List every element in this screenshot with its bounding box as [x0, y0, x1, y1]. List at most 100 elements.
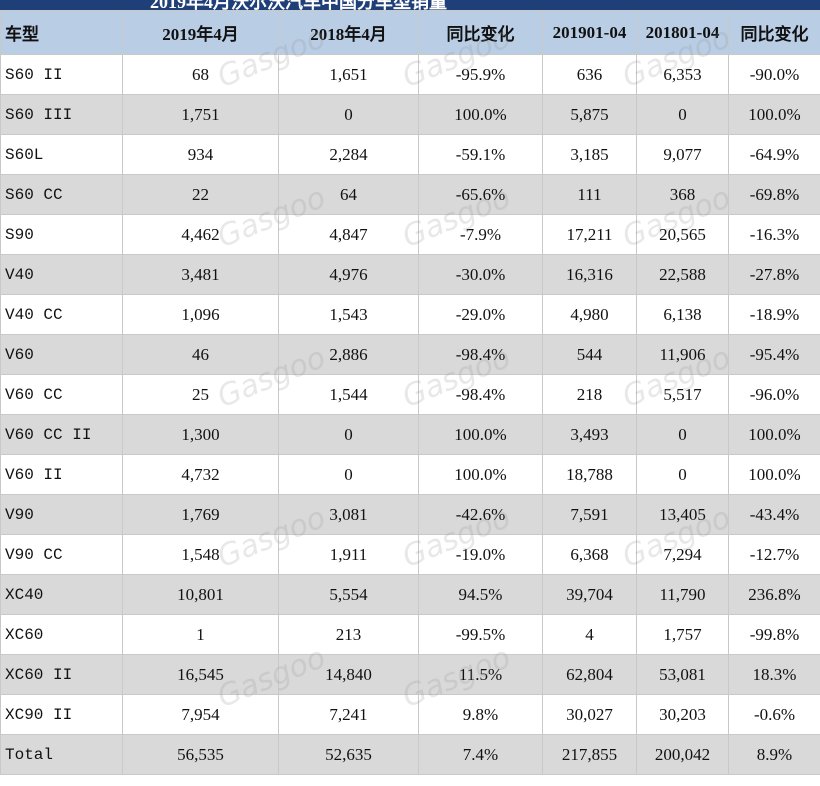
table-row: S60 II 68 1,651 -95.9% 636 6,353 -90.0%: [0, 54, 820, 95]
value-cell: 4,462: [122, 214, 279, 255]
value-cell: -69.8%: [728, 174, 820, 215]
value-cell: 0: [636, 94, 729, 135]
value-cell: 0: [636, 414, 729, 455]
table-row: XC60 1 213 -99.5% 4 1,757 -99.8%: [0, 614, 820, 655]
column-header: 同比变化: [418, 10, 543, 55]
column-header: 2019年4月: [122, 10, 279, 55]
value-cell: 6,368: [542, 534, 637, 575]
value-cell: 0: [636, 454, 729, 495]
total-row: Total 56,535 52,635 7.4% 217,855 200,042 8.9%: [0, 734, 820, 775]
value-cell: 1,548: [122, 534, 279, 575]
value-cell: 4,732: [122, 454, 279, 495]
sales-table: 车型 2019年4月 2018年4月 同比变化 201901-04 201801-04 同比…: [0, 10, 820, 775]
model-cell: S60L: [0, 134, 123, 175]
column-header: 同比变化: [728, 10, 820, 55]
value-cell: 5,875: [542, 94, 637, 135]
column-header: 201801-04: [636, 10, 729, 55]
table-row: V60 46 2,886 -98.4% 544 11,906 -95.4%: [0, 334, 820, 375]
value-cell: -90.0%: [728, 54, 820, 95]
table-row: S60 CC 22 64 -65.6% 111 368 -69.8%: [0, 174, 820, 215]
value-cell: -95.9%: [418, 54, 543, 95]
model-cell: V60: [0, 334, 123, 375]
value-cell: 10,801: [122, 574, 279, 615]
value-cell: 636: [542, 54, 637, 95]
table-row: V60 II 4,732 0 100.0% 18,788 0 100.0%: [0, 454, 820, 495]
value-cell: 1,096: [122, 294, 279, 335]
value-cell: 64: [278, 174, 419, 215]
table-row: V90 1,769 3,081 -42.6% 7,591 13,405 -43.4%: [0, 494, 820, 535]
value-cell: -27.8%: [728, 254, 820, 295]
value-cell: 217,855: [542, 734, 637, 775]
value-cell: 3,481: [122, 254, 279, 295]
value-cell: 1,544: [278, 374, 419, 415]
model-cell: XC40: [0, 574, 123, 615]
table-row: XC40 10,801 5,554 94.5% 39,704 11,790 236.8%: [0, 574, 820, 615]
model-cell: XC90 II: [0, 694, 123, 735]
value-cell: -30.0%: [418, 254, 543, 295]
value-cell: 52,635: [278, 734, 419, 775]
value-cell: 9.8%: [418, 694, 543, 735]
value-cell: 3,185: [542, 134, 637, 175]
model-cell: V40: [0, 254, 123, 295]
value-cell: 3,081: [278, 494, 419, 535]
value-cell: 11.5%: [418, 654, 543, 695]
value-cell: 7,591: [542, 494, 637, 535]
value-cell: -29.0%: [418, 294, 543, 335]
column-header-model: 车型: [0, 10, 123, 55]
value-cell: 62,804: [542, 654, 637, 695]
value-cell: 4,980: [542, 294, 637, 335]
value-cell: -98.4%: [418, 334, 543, 375]
value-cell: 218: [542, 374, 637, 415]
value-cell: 4,976: [278, 254, 419, 295]
value-cell: 544: [542, 334, 637, 375]
value-cell: 1,651: [278, 54, 419, 95]
value-cell: 20,565: [636, 214, 729, 255]
table-row: V40 CC 1,096 1,543 -29.0% 4,980 6,138 -18.9%: [0, 294, 820, 335]
table-row: S60 III 1,751 0 100.0% 5,875 0 100.0%: [0, 94, 820, 135]
value-cell: -65.6%: [418, 174, 543, 215]
value-cell: 8.9%: [728, 734, 820, 775]
value-cell: 94.5%: [418, 574, 543, 615]
value-cell: 0: [278, 414, 419, 455]
value-cell: 200,042: [636, 734, 729, 775]
value-cell: 100.0%: [418, 454, 543, 495]
table-row: S90 4,462 4,847 -7.9% 17,211 20,565 -16.3%: [0, 214, 820, 255]
value-cell: 7,954: [122, 694, 279, 735]
value-cell: 14,840: [278, 654, 419, 695]
value-cell: 22: [122, 174, 279, 215]
value-cell: 16,316: [542, 254, 637, 295]
value-cell: 6,353: [636, 54, 729, 95]
value-cell: 17,211: [542, 214, 637, 255]
value-cell: 6,138: [636, 294, 729, 335]
header-row: 车型 2019年4月 2018年4月 同比变化 201901-04 201801-04 同比…: [0, 10, 820, 55]
value-cell: 368: [636, 174, 729, 215]
value-cell: 30,203: [636, 694, 729, 735]
value-cell: 1,769: [122, 494, 279, 535]
model-cell: XC60 II: [0, 654, 123, 695]
value-cell: 1,911: [278, 534, 419, 575]
model-cell: V90 CC: [0, 534, 123, 575]
value-cell: 2,284: [278, 134, 419, 175]
model-cell: S60 II: [0, 54, 123, 95]
value-cell: 5,517: [636, 374, 729, 415]
value-cell: 100.0%: [728, 454, 820, 495]
value-cell: 68: [122, 54, 279, 95]
model-cell: V90: [0, 494, 123, 535]
value-cell: 3,493: [542, 414, 637, 455]
value-cell: 2,886: [278, 334, 419, 375]
table-row: XC90 II 7,954 7,241 9.8% 30,027 30,203 -0.6%: [0, 694, 820, 735]
value-cell: 18.3%: [728, 654, 820, 695]
value-cell: 56,535: [122, 734, 279, 775]
value-cell: 100.0%: [728, 94, 820, 135]
value-cell: 11,906: [636, 334, 729, 375]
value-cell: -99.5%: [418, 614, 543, 655]
value-cell: -43.4%: [728, 494, 820, 535]
value-cell: 25: [122, 374, 279, 415]
model-cell: V60 CC II: [0, 414, 123, 455]
table-row: V90 CC 1,548 1,911 -19.0% 6,368 7,294 -12.7%: [0, 534, 820, 575]
value-cell: 22,588: [636, 254, 729, 295]
table-body: S60 II 68 1,651 -95.9% 636 6,353 -90.0% S60 III…: [0, 54, 820, 775]
value-cell: -42.6%: [418, 494, 543, 535]
value-cell: 7,241: [278, 694, 419, 735]
value-cell: -0.6%: [728, 694, 820, 735]
